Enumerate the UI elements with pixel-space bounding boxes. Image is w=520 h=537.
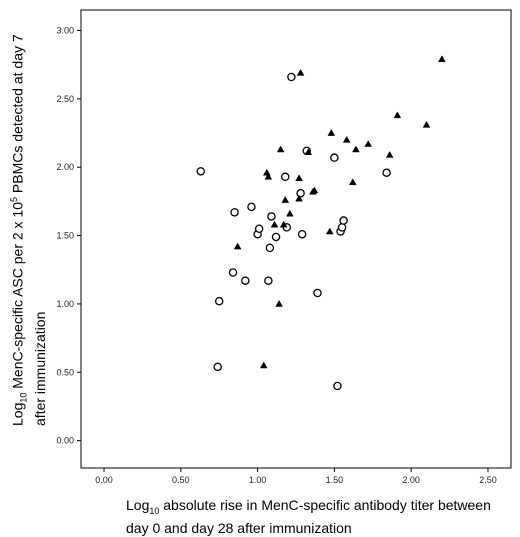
x-axis-ticks: 0.00 0.50 1.00 1.50 2.00 2.50 [95,468,497,485]
circle-point [267,212,276,221]
triangle-point [259,361,268,369]
circle-point [337,223,347,232]
circle-point [271,232,281,242]
y-tick-label: 2.50 [56,94,74,104]
triangle-point [348,178,357,186]
triangle-point [310,186,319,194]
y-tick-label: 3.00 [56,26,74,36]
triangle-point [279,220,288,228]
triangle-point [296,68,305,76]
y-tick-label: 1.00 [56,299,74,309]
y-axis-ticks: 0.00 0.50 1.00 1.50 2.00 2.50 3.00 [56,26,81,446]
circle-point [264,276,273,285]
circle-point [265,243,275,253]
triangle-point [275,300,283,307]
data-points [196,55,446,391]
circle-point [196,167,206,176]
x-axis-label: Log10 absolute rise in MenC-specific ant… [126,497,491,536]
y-tick-label: 0.50 [56,367,74,377]
circle-point [330,153,339,162]
circle-point [247,202,256,212]
triangle-point [393,111,402,119]
plot-frame [80,9,512,469]
triangle-point [325,227,334,235]
circle-point [213,362,222,372]
x-tick-label: 1.50 [326,475,344,485]
triangle-point [352,145,360,153]
y-axis-label: Log10 MenC-specific ASC per 2 x 105 PBMC… [9,34,49,426]
triangle-point [385,151,394,158]
triangle-point [276,145,285,153]
triangle-point [342,135,351,143]
circle-point [214,296,224,306]
x-tick-label: 0.50 [172,475,190,485]
circle-point [382,168,391,177]
triangle-point [422,120,431,128]
circle-point [333,381,342,391]
triangle-point [270,220,279,228]
y-tick-label: 0.00 [56,436,74,446]
triangle-point [233,242,242,250]
triangle-point [364,140,373,147]
triangle-point [295,194,303,202]
circle-point [297,229,307,239]
triangle-point [264,172,273,180]
circle-point [339,216,348,225]
circle-point [296,188,305,198]
circle-point [241,276,250,285]
triangle-point [281,196,290,203]
circle-point [228,268,238,277]
x-tick-label: 0.00 [95,475,113,485]
circle-point [313,288,322,298]
triangle-point [286,209,294,217]
x-tick-label: 2.00 [402,475,420,485]
triangle-point [304,148,313,155]
circle-point [280,172,290,182]
triangle-point [438,55,446,63]
triangle-point [295,174,303,181]
x-tick-label: 1.00 [249,475,267,485]
circle-point [230,208,239,217]
circle-point [287,72,296,82]
y-tick-label: 1.50 [56,231,74,241]
y-tick-label: 2.00 [56,162,74,172]
x-tick-label: 2.50 [479,475,497,485]
circle-point [254,224,264,233]
triangle-point [327,129,336,136]
